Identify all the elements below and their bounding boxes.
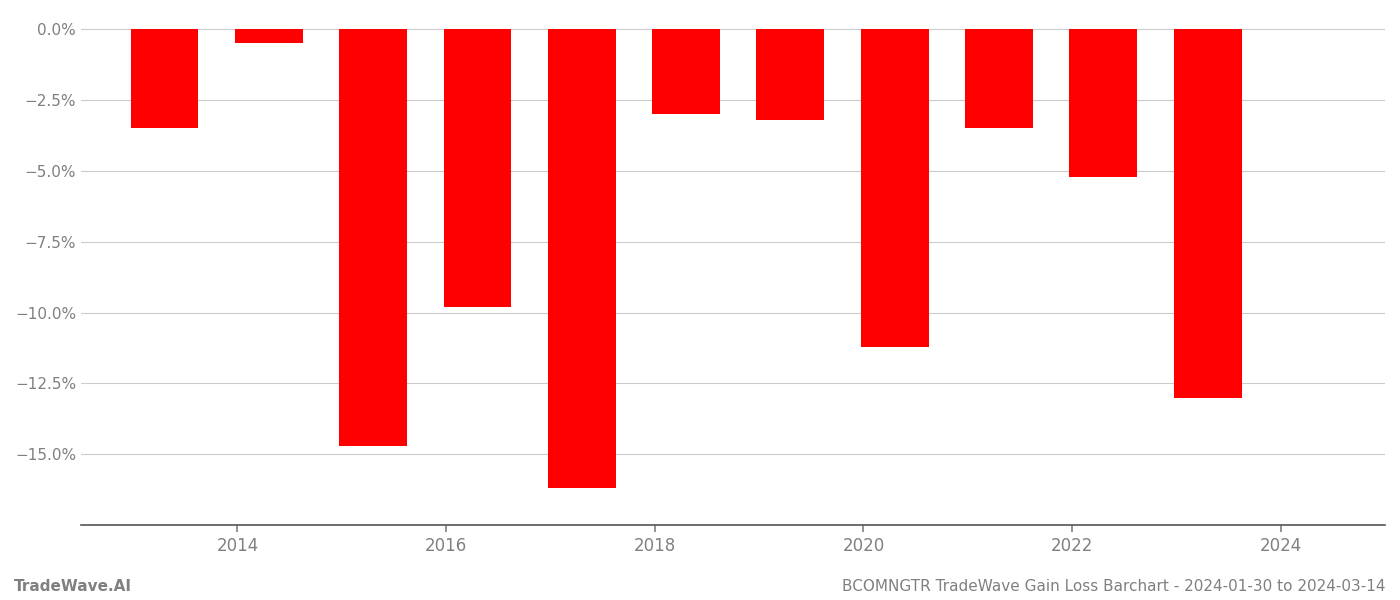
Text: BCOMNGTR TradeWave Gain Loss Barchart - 2024-01-30 to 2024-03-14: BCOMNGTR TradeWave Gain Loss Barchart - … [843, 579, 1386, 594]
Bar [130, 29, 199, 128]
Bar [444, 29, 511, 307]
Bar [547, 29, 616, 488]
Bar [861, 29, 928, 347]
Bar [652, 29, 720, 114]
Text: TradeWave.AI: TradeWave.AI [14, 579, 132, 594]
Bar [1173, 29, 1242, 398]
Bar [965, 29, 1033, 128]
Bar [1070, 29, 1137, 176]
Bar [756, 29, 825, 120]
Bar [235, 29, 302, 43]
Bar [339, 29, 407, 446]
